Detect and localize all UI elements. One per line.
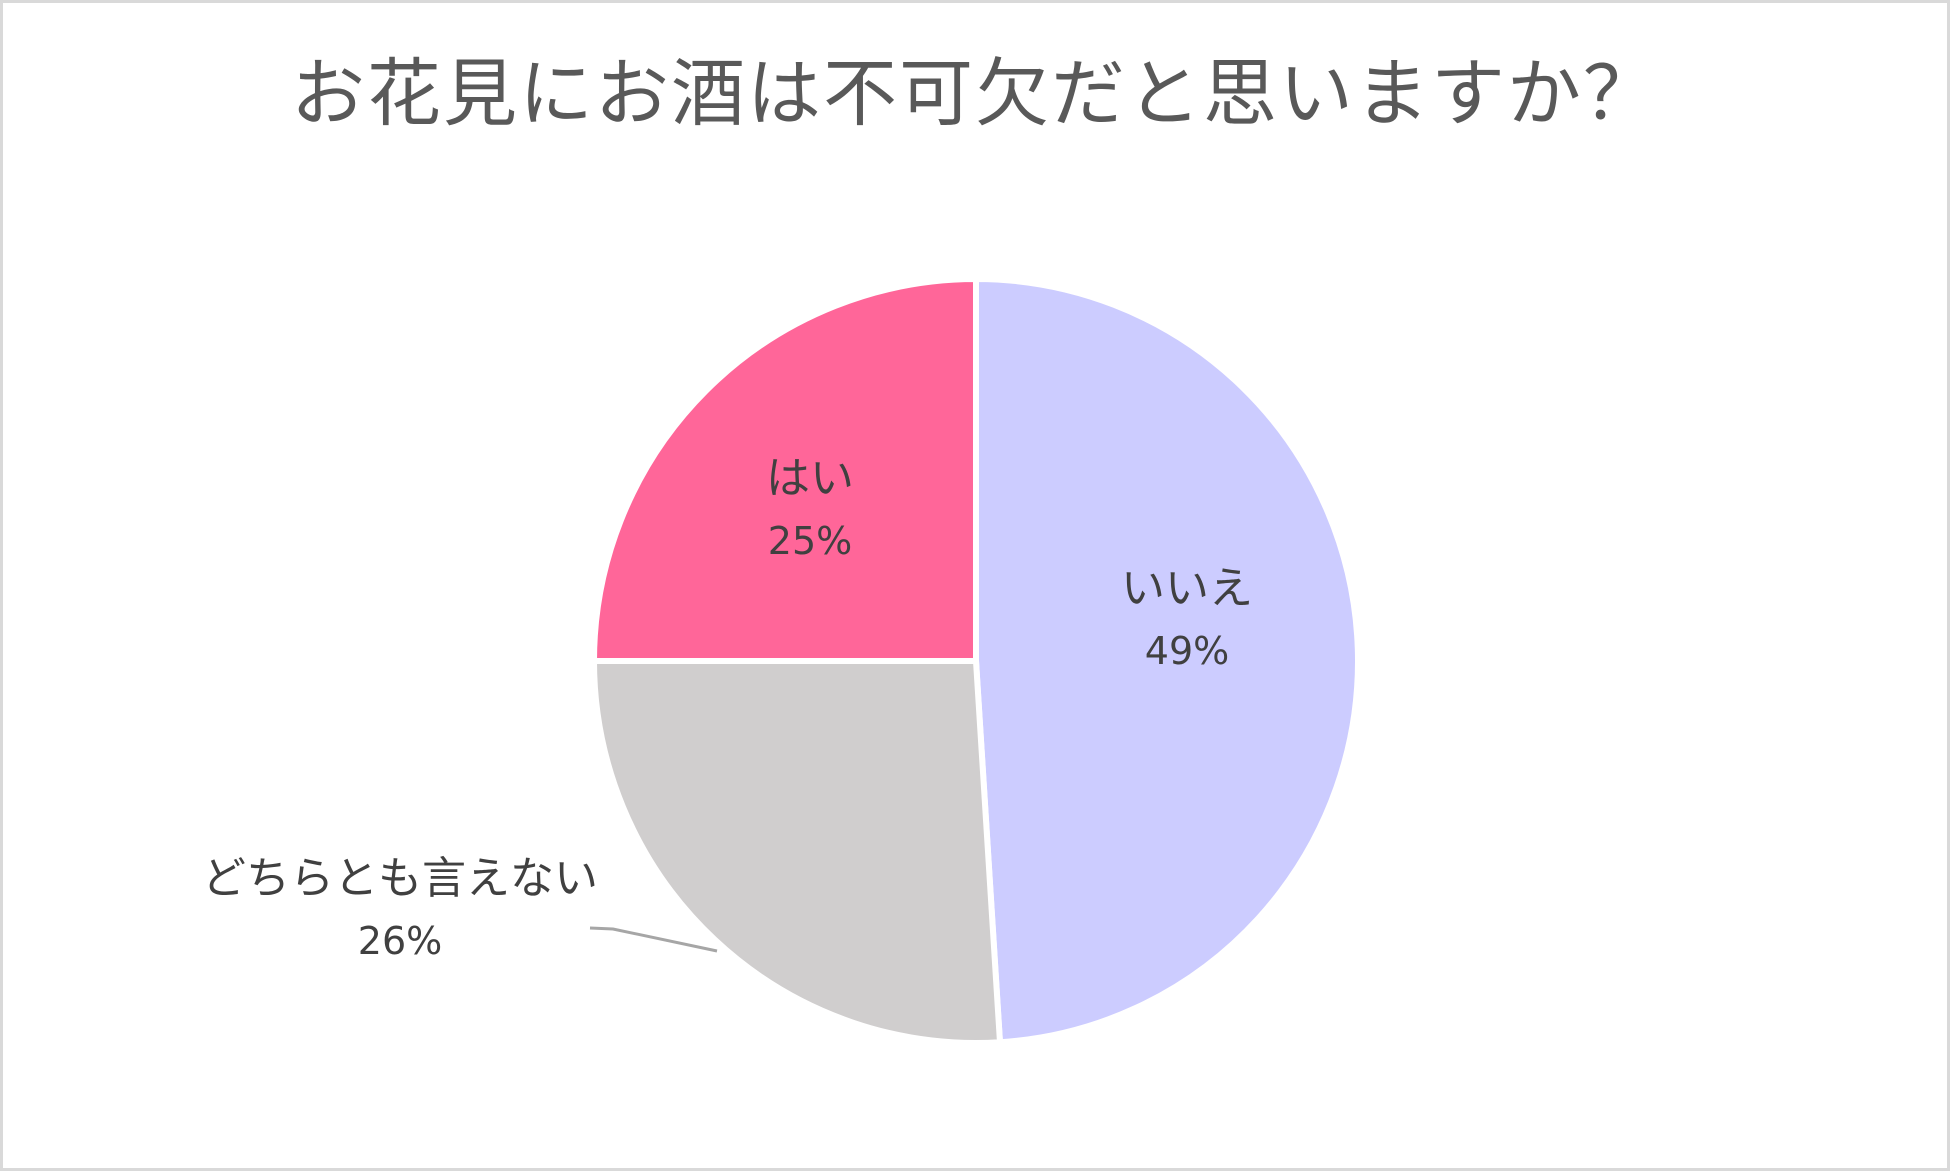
pie-slice-iie [973,276,1362,1046]
data-label-iie: いいえ 49% [1067,558,1307,682]
slice-label-name: どちらとも言えない [202,853,598,904]
data-label-hai: はい 25% [700,448,920,572]
slice-label-name: いいえ [1121,563,1253,614]
pie-slices [591,276,1362,1046]
slice-label-name: はい [766,453,854,504]
pie-slice-hai [591,276,979,664]
data-label-dochiratomo: どちらとも言えない 26% [180,848,620,972]
slice-label-pct: 26% [357,919,443,963]
slice-label-pct: 49% [1144,629,1230,673]
pie-slice-dochiratomo [591,658,1003,1046]
chart-title: お花見にお酒は不可欠だと思いますか？ [291,51,1659,137]
slice-label-pct: 25% [767,519,853,563]
leader-line [589,926,718,953]
